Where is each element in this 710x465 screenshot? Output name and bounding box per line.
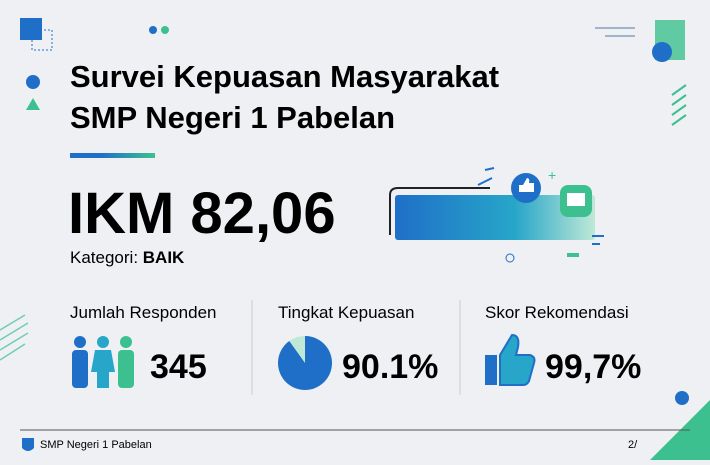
pie — [278, 336, 332, 391]
stat-label: Tingkat Kepuasan — [278, 303, 414, 322]
category-line: Kategori: BAIK — [70, 248, 185, 267]
stat-value: 345 — [150, 348, 207, 386]
title-line1: Survei Kepuasan Masyarakat — [70, 59, 499, 94]
decorations: + — [0, 18, 710, 460]
category: BAIK — [143, 248, 185, 267]
logo — [22, 438, 34, 451]
title-line2: SMP Negeri 1 Pabelan — [70, 100, 395, 135]
thumb-icon — [485, 333, 536, 386]
footer-school: SMP Negeri 1 Pabelan — [40, 439, 152, 451]
pie-slice — [278, 336, 332, 391]
stat-label: Jumlah Responden — [70, 303, 216, 322]
svg-text:+: + — [548, 167, 556, 183]
stat-value: 90.1% — [342, 348, 438, 386]
stat-label: Skor Rekomendasi — [485, 303, 629, 322]
category-label: Kategori: — [70, 248, 138, 267]
people-icon — [72, 336, 134, 388]
ikm-value: IKM 82,06 — [68, 181, 336, 246]
stat-value: 99,7% — [545, 348, 641, 386]
page-number: 2/ — [628, 439, 638, 451]
